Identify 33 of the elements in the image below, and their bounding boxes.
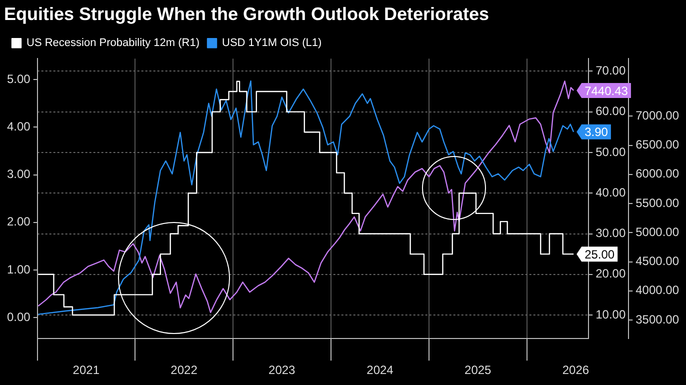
data-label: 3.90 [584,125,608,140]
y3-tick-label: 4000.00 [636,283,680,298]
y2-tick-label: 70.00 [596,64,626,78]
x-tick-label: 2025 [464,363,492,378]
chart-title: Equities Struggle When the Growth Outlook Deteriorates [4,4,490,24]
y-tick-label: 5.00 [6,72,31,86]
y3-tick-label: 7000.00 [636,108,680,122]
y3-tick-label: 6500.00 [636,138,680,152]
data-label: 7440.43 [584,84,628,98]
y-tick-label: 2.00 [6,214,31,229]
data-label: 25.00 [584,247,615,262]
y3-tick-label: 4500.00 [636,254,680,268]
y-tick-label: 1.00 [6,262,31,276]
y2-tick-label: 60.00 [596,104,626,118]
x-tick-label: 2023 [268,363,296,378]
y3-tick-label: 6000.00 [636,166,680,181]
y3-tick-label: 5000.00 [636,224,680,239]
y-tick-label: 4.00 [6,119,31,134]
y-tick-label: 3.00 [6,167,31,182]
x-tick-label: 2024 [366,363,394,378]
legend-label: USD 1Y1M OIS (L1) [222,37,322,50]
y2-tick-label: 40.00 [596,185,626,200]
y2-tick-label: 30.00 [596,226,626,240]
x-tick-label: 2026 [562,363,590,378]
y2-tick-label: 10.00 [596,307,626,322]
y3-tick-label: 3500.00 [636,312,680,326]
y-tick-label: 0.00 [6,310,31,324]
legend-label: US Recession Probability 12m (R1) [26,37,200,50]
y3-tick-label: 5500.00 [636,196,680,210]
y2-tick-label: 20.00 [596,266,626,281]
y2-tick-label: 50.00 [596,144,626,159]
x-tick-label: 2022 [170,363,198,378]
x-tick-label: 2021 [72,363,100,378]
